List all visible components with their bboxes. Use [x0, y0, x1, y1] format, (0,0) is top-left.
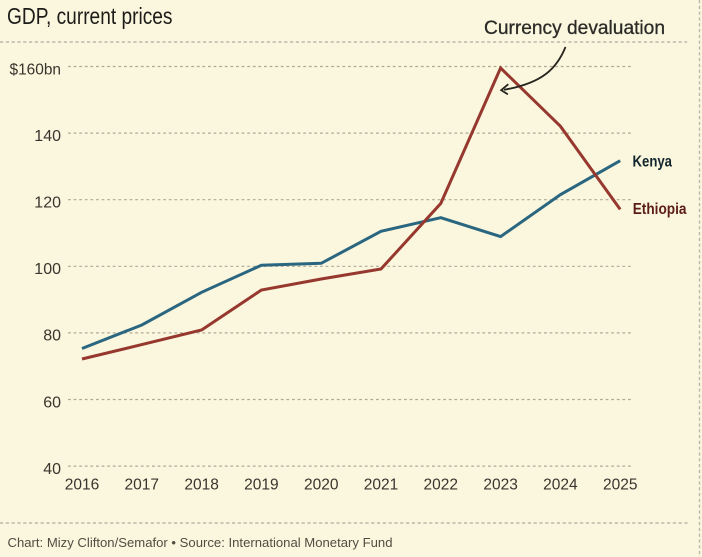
svg-text:Kenya: Kenya [633, 153, 673, 170]
svg-text:60: 60 [43, 394, 61, 411]
svg-text:2019: 2019 [244, 477, 279, 494]
svg-text:2020: 2020 [304, 477, 339, 494]
svg-text:Currency devaluation: Currency devaluation [484, 17, 665, 39]
svg-text:140: 140 [34, 128, 61, 145]
svg-text:2024: 2024 [543, 477, 578, 494]
svg-text:2022: 2022 [424, 477, 459, 494]
svg-text:2021: 2021 [364, 477, 399, 494]
svg-text:40: 40 [43, 461, 61, 478]
svg-text:Chart: Mizy Clifton/Semafor •: Chart: Mizy Clifton/Semafor • Source: In… [8, 535, 393, 550]
svg-text:Ethiopia: Ethiopia [633, 201, 687, 218]
svg-text:2017: 2017 [125, 477, 160, 494]
svg-text:2018: 2018 [184, 477, 219, 494]
svg-text:$160bn: $160bn [10, 61, 62, 78]
svg-text:80: 80 [43, 328, 61, 345]
svg-text:120: 120 [34, 195, 61, 212]
svg-text:2016: 2016 [65, 477, 100, 494]
svg-text:2023: 2023 [483, 477, 518, 494]
svg-text:2025: 2025 [603, 477, 638, 494]
svg-text:GDP, current prices: GDP, current prices [7, 3, 173, 29]
svg-text:100: 100 [34, 261, 61, 278]
